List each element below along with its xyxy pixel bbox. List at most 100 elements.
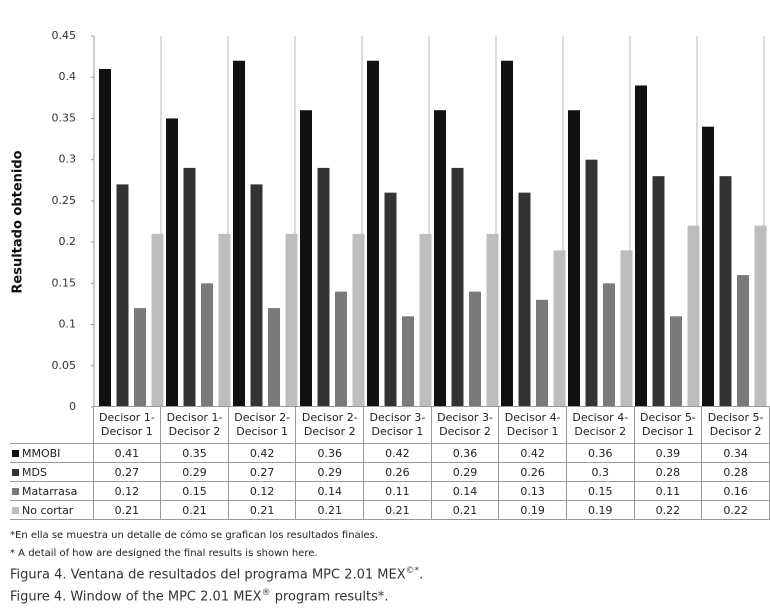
bar <box>620 250 633 407</box>
value-cell: 0.42 <box>498 443 567 463</box>
legend-swatch <box>12 468 19 476</box>
bar <box>501 60 513 407</box>
bar <box>553 250 566 407</box>
value-cell: 0.12 <box>227 481 297 501</box>
category-label: Decisor 4- Decisor 2 <box>565 406 635 444</box>
y-tick-label: 0.1 <box>59 318 77 331</box>
data-row: Matarrasa 0.12 0.15 0.12 0.14 0.11 0.14 0.13 0.1… <box>10 481 770 501</box>
value-cell: 0.3 <box>565 462 635 482</box>
y-tick-label: 0.25 <box>52 194 77 207</box>
value-cell: 0.36 <box>565 443 635 463</box>
value-cell: 0.27 <box>92 462 162 482</box>
value-cell: 0.36 <box>295 443 365 463</box>
caption-sup: ©* <box>405 566 420 576</box>
value-cell: 0.15 <box>160 481 229 501</box>
y-tick-label: 0.45 <box>52 29 77 42</box>
caption-sup: ® <box>261 588 271 598</box>
y-tick-label: 0.3 <box>59 153 77 166</box>
bar <box>183 167 196 407</box>
data-table: Decisor 1- Decisor 1 Decisor 1- Decisor 2… <box>10 406 770 520</box>
caption: Figura 4. Ventana de resultados del prog… <box>10 566 423 582</box>
legend-entry: No cortar <box>10 500 94 520</box>
bar <box>151 233 164 407</box>
bar <box>367 60 379 407</box>
data-row: No cortar 0.21 0.21 0.21 0.21 0.21 0.21 0.19 0.1… <box>10 500 770 520</box>
value-cell: 0.35 <box>160 443 229 463</box>
data-row: MDS 0.27 0.29 0.27 0.29 0.26 0.29 0.26 0.3 0.28 0.… <box>10 462 770 482</box>
corner <box>10 407 93 444</box>
y-tick-label: 0.15 <box>52 276 77 289</box>
value-cell: 0.12 <box>92 481 162 501</box>
note: * A detail of how are designed the final… <box>10 548 318 559</box>
value-cell: 0.28 <box>633 462 703 482</box>
legend-label: MDS <box>22 465 47 479</box>
bar <box>687 225 700 407</box>
y-axis-label: Resultado obtenido <box>11 150 26 293</box>
value-cell: 0.41 <box>92 443 162 463</box>
value-cell: 0.15 <box>565 481 635 501</box>
bar <box>585 159 598 407</box>
bar <box>218 233 231 407</box>
value-cell: 0.26 <box>498 462 567 482</box>
bar <box>719 176 732 407</box>
bar <box>116 184 129 407</box>
bar <box>317 167 330 407</box>
legend-swatch <box>12 506 19 514</box>
legend-swatch <box>12 449 19 457</box>
bar <box>134 308 146 407</box>
caption-text: Figure 4. Window of the MPC 2.01 MEX <box>10 589 262 605</box>
value-cell: 0.36 <box>430 443 500 463</box>
bar <box>635 85 647 407</box>
value-cell: 0.39 <box>633 443 703 463</box>
header-row: Decisor 1- Decisor 1 Decisor 1- Decisor 2… <box>10 406 770 444</box>
category-label: Decisor 3- Decisor 2 <box>430 406 500 444</box>
bar <box>469 291 481 407</box>
value-cell: 0.21 <box>160 500 229 520</box>
bar <box>737 275 749 407</box>
value-cell: 0.22 <box>633 500 703 520</box>
category-label: Decisor 5- Decisor 2 <box>701 406 770 444</box>
value-cell: 0.26 <box>363 462 432 482</box>
category-label: Decisor 2- Decisor 1 <box>227 406 297 444</box>
bar <box>702 126 714 407</box>
caption-text: program results*. <box>270 589 389 605</box>
bar <box>166 118 178 407</box>
category-label: Decisor 1- Decisor 2 <box>160 406 229 444</box>
value-cell: 0.21 <box>227 500 297 520</box>
value-cell: 0.29 <box>160 462 229 482</box>
bar <box>451 167 464 407</box>
legend-entry: MDS <box>10 462 94 482</box>
bar <box>352 233 365 407</box>
value-cell: 0.42 <box>227 443 297 463</box>
caption-text: . <box>419 567 424 583</box>
value-cell: 0.21 <box>92 500 162 520</box>
y-tick-label: 0.35 <box>52 111 77 124</box>
bar <box>402 316 414 407</box>
note: *En ella se muestra un detalle de cómo s… <box>10 530 379 541</box>
value-cell: 0.16 <box>701 481 770 501</box>
value-cell: 0.28 <box>701 462 770 482</box>
value-cell: 0.19 <box>565 500 635 520</box>
y-tick-label: 0.2 <box>59 235 77 248</box>
value-cell: 0.42 <box>363 443 432 463</box>
category-label: Decisor 5- Decisor 1 <box>633 406 703 444</box>
value-cell: 0.19 <box>498 500 567 520</box>
bar <box>652 176 665 407</box>
value-cell: 0.29 <box>295 462 365 482</box>
value-cell: 0.34 <box>701 443 770 463</box>
legend-swatch <box>12 487 19 495</box>
bar <box>754 225 767 407</box>
legend-entry: Matarrasa <box>10 481 94 501</box>
bar <box>536 299 548 407</box>
y-tick-label: 0.05 <box>52 359 77 372</box>
value-cell: 0.21 <box>363 500 432 520</box>
bar <box>285 233 298 407</box>
bar <box>670 316 682 407</box>
bar <box>335 291 347 407</box>
bar <box>201 283 213 407</box>
bar <box>233 60 245 407</box>
value-cell: 0.14 <box>430 481 500 501</box>
value-cell: 0.27 <box>227 462 297 482</box>
bar <box>568 110 580 407</box>
